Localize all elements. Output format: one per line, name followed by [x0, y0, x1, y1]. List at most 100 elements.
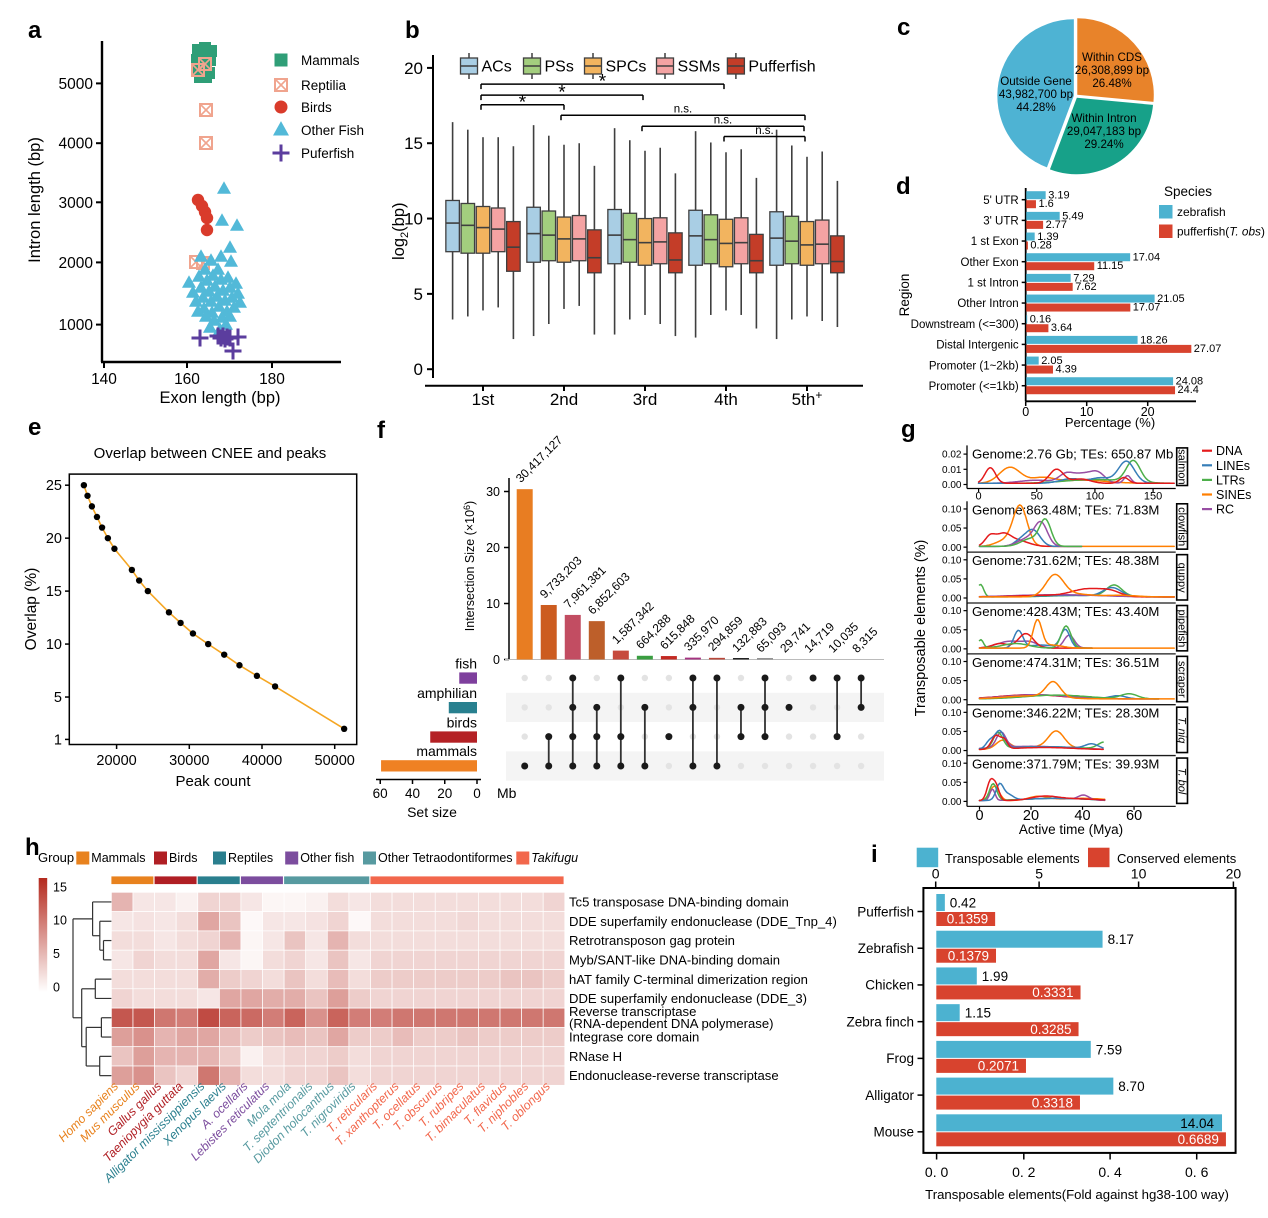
svg-text:1.39: 1.39	[1037, 231, 1058, 243]
svg-text:Genome:731.62M; TEs: 48.38M: Genome:731.62M; TEs: 48.38M	[972, 553, 1159, 568]
svg-text:Outside Gene: Outside Gene	[1000, 75, 1072, 88]
svg-text:Region: Region	[897, 274, 912, 317]
svg-text:0.00: 0.00	[942, 797, 962, 808]
svg-text:Reptiles: Reptiles	[228, 851, 273, 865]
svg-text:Within CDS: Within CDS	[1082, 51, 1142, 64]
svg-text:Species: Species	[1164, 184, 1212, 199]
svg-text:T. nig: T. nig	[1176, 717, 1188, 744]
svg-text:5: 5	[414, 285, 423, 304]
svg-text:DDE superfamily endonuclease (: DDE superfamily endonuclease (DDE_Tnp_4)	[569, 914, 837, 929]
svg-text:a: a	[28, 17, 42, 44]
svg-text:24.08: 24.08	[1176, 376, 1204, 388]
svg-text:amphilian: amphilian	[417, 685, 477, 701]
svg-text:Other Tetraodontiformes: Other Tetraodontiformes	[378, 851, 513, 865]
svg-text:0.10: 0.10	[942, 708, 962, 719]
svg-text:Intersection Size (×106): Intersection Size (×106)	[462, 501, 477, 631]
svg-text:0.10: 0.10	[942, 505, 962, 516]
svg-text:5: 5	[53, 947, 60, 961]
svg-text:24.4: 24.4	[1178, 384, 1199, 396]
svg-text:0.1379: 0.1379	[948, 948, 989, 963]
svg-text:4000: 4000	[59, 136, 94, 153]
svg-text:Takifugu: Takifugu	[531, 851, 578, 865]
svg-text:20: 20	[46, 531, 62, 547]
svg-text:3' UTR: 3' UTR	[983, 216, 1018, 228]
svg-text:20: 20	[1141, 405, 1155, 419]
svg-text:20000: 20000	[96, 753, 136, 769]
svg-text:SSMs: SSMs	[678, 59, 721, 76]
svg-text:10: 10	[404, 210, 423, 229]
svg-text:fish: fish	[455, 655, 477, 671]
svg-text:18.26: 18.26	[1140, 334, 1168, 346]
svg-text:4th: 4th	[714, 390, 738, 409]
svg-text:PSs: PSs	[545, 59, 574, 76]
svg-text:Promoter (1~2kb): Promoter (1~2kb)	[929, 360, 1019, 372]
svg-text:RC: RC	[1216, 503, 1234, 517]
svg-text:44.28%: 44.28%	[1016, 101, 1055, 114]
svg-text:26.48%: 26.48%	[1092, 77, 1131, 90]
svg-text:0.00: 0.00	[942, 480, 962, 491]
svg-text:5.49: 5.49	[1062, 210, 1083, 222]
svg-text:*: *	[558, 83, 566, 104]
svg-text:20: 20	[486, 541, 500, 555]
svg-text:n.s.: n.s.	[755, 125, 774, 137]
svg-text:Retrotransposon gag protein: Retrotransposon gag protein	[569, 933, 735, 948]
svg-text:*: *	[519, 92, 527, 113]
svg-text:Peak count: Peak count	[175, 773, 251, 790]
svg-text:7.59: 7.59	[1096, 1042, 1122, 1057]
svg-text:0.05: 0.05	[942, 676, 962, 687]
svg-text:40: 40	[1074, 808, 1090, 824]
svg-text:0.28: 0.28	[1030, 240, 1051, 252]
svg-text:mammals: mammals	[416, 743, 477, 759]
svg-text:Chicken: Chicken	[865, 978, 914, 993]
svg-text:Other Exon: Other Exon	[961, 257, 1019, 269]
svg-text:Zebrafish: Zebrafish	[858, 941, 914, 956]
svg-text:ACs: ACs	[482, 59, 512, 76]
svg-text:hAT family C-terminal dimeriza: hAT family C-terminal dimerization regio…	[569, 972, 808, 987]
svg-text:Exon length (bp): Exon length (bp)	[159, 389, 280, 407]
svg-text:1 st Exon: 1 st Exon	[971, 236, 1019, 248]
svg-text:0.3331: 0.3331	[1032, 985, 1073, 1000]
svg-text:0.05: 0.05	[942, 575, 962, 586]
svg-text:Within Intron: Within Intron	[1071, 112, 1136, 125]
svg-text:Reptilia: Reptilia	[301, 78, 347, 93]
svg-text:Conserved elements: Conserved elements	[1117, 851, 1237, 866]
svg-text:29,047,183 bp: 29,047,183 bp	[1067, 125, 1141, 138]
svg-text:0.05: 0.05	[942, 727, 962, 738]
svg-text:2000: 2000	[59, 255, 94, 272]
svg-text:Myb/SANT-like DNA-binding doma: Myb/SANT-like DNA-binding domain	[569, 952, 780, 967]
svg-text:26,308,899 bp: 26,308,899 bp	[1075, 64, 1149, 77]
svg-text:100: 100	[1086, 491, 1104, 503]
svg-text:5' UTR: 5' UTR	[983, 195, 1018, 207]
svg-text:Genome:428.43M; TEs: 43.40M: Genome:428.43M; TEs: 43.40M	[972, 604, 1159, 619]
svg-text:Birds: Birds	[169, 851, 197, 865]
svg-text:30000: 30000	[169, 753, 209, 769]
svg-text:8.17: 8.17	[1108, 932, 1134, 947]
svg-text:7.62: 7.62	[1075, 281, 1096, 293]
svg-text:0.00: 0.00	[942, 645, 962, 656]
svg-text:pipefish: pipefish	[1176, 609, 1188, 647]
svg-text:3000: 3000	[59, 195, 94, 212]
svg-text:0.05: 0.05	[942, 625, 962, 636]
svg-text:10: 10	[53, 913, 67, 927]
svg-text:3.64: 3.64	[1051, 322, 1072, 334]
svg-text:20: 20	[1226, 866, 1242, 882]
svg-text:15: 15	[404, 134, 423, 153]
svg-text:0: 0	[976, 491, 982, 503]
svg-text:10: 10	[46, 637, 62, 653]
svg-text:0.6689: 0.6689	[1178, 1132, 1219, 1147]
svg-text:0. 0: 0. 0	[925, 1164, 949, 1180]
svg-text:Set size: Set size	[407, 804, 457, 820]
svg-text:log2(bp): log2(bp)	[390, 203, 411, 261]
svg-text:5000: 5000	[59, 76, 94, 93]
svg-text:Reverse transcriptase: Reverse transcriptase	[569, 1004, 696, 1019]
svg-text:LINEs: LINEs	[1216, 459, 1250, 473]
svg-text:0.3318: 0.3318	[1032, 1095, 1073, 1110]
svg-text:0.01: 0.01	[942, 465, 962, 476]
svg-text:DNA: DNA	[1216, 444, 1243, 458]
svg-text:Pufferfish: Pufferfish	[748, 59, 815, 76]
svg-text:i: i	[871, 841, 878, 868]
svg-text:Transposable elements(Fold aga: Transposable elements(Fold against hg38-…	[925, 1187, 1229, 1202]
svg-text:17.07: 17.07	[1133, 302, 1161, 314]
svg-text:Pufferfish: Pufferfish	[857, 904, 914, 919]
svg-text:salmon: salmon	[1176, 449, 1188, 484]
